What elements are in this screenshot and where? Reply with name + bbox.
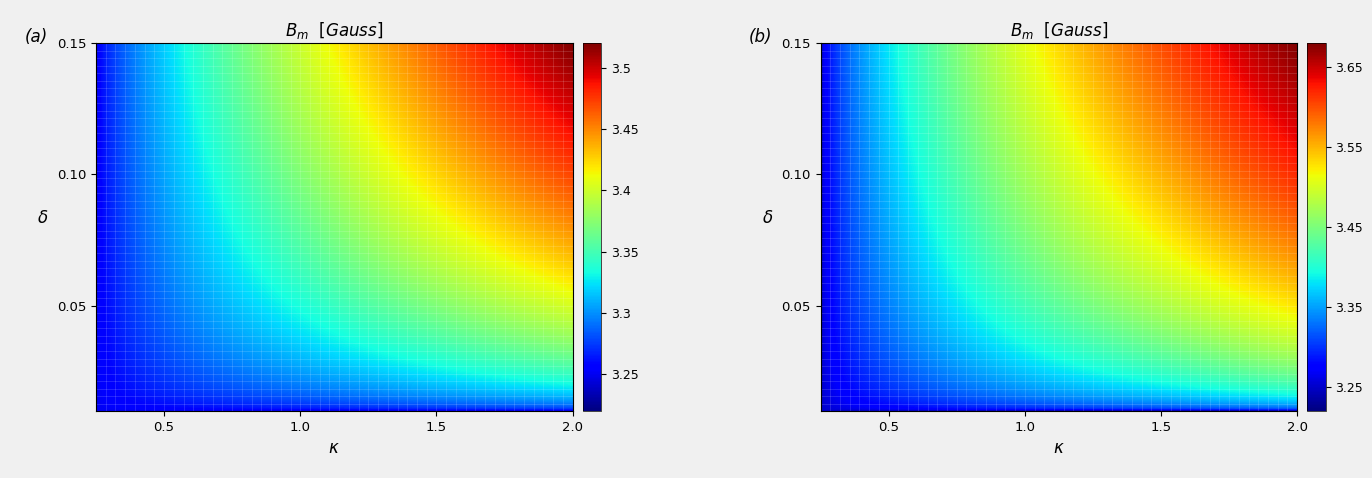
Y-axis label: $\delta$: $\delta$ <box>37 209 48 227</box>
Title: $B_m$  $[Gauss]$: $B_m$ $[Gauss]$ <box>1010 20 1109 41</box>
Text: (b): (b) <box>749 28 772 46</box>
X-axis label: $\kappa$: $\kappa$ <box>328 439 340 457</box>
Text: (a): (a) <box>25 28 48 46</box>
Y-axis label: $\delta$: $\delta$ <box>761 209 774 227</box>
X-axis label: $\kappa$: $\kappa$ <box>1054 439 1065 457</box>
Title: $B_m$  $[Gauss]$: $B_m$ $[Gauss]$ <box>285 20 384 41</box>
